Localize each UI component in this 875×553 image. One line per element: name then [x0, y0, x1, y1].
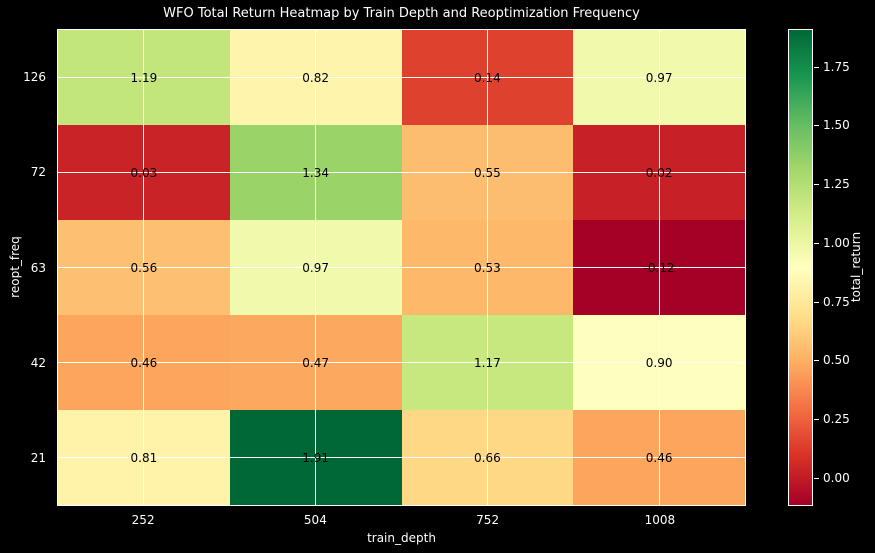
colorbar-tick-mark — [814, 66, 819, 68]
cell-value: 0.53 — [474, 260, 501, 275]
x-tick-label: 752 — [476, 513, 500, 527]
cell-value: 0.90 — [645, 355, 673, 370]
cell-value: 0.56 — [130, 260, 158, 275]
cell-value: 0.66 — [474, 450, 501, 465]
colorbar-gradient — [789, 30, 812, 505]
cell-value: 0.02 — [645, 165, 673, 180]
cell-value: 0.81 — [130, 450, 158, 465]
colorbar-tick-mark — [814, 419, 819, 421]
cell-value: 0.14 — [474, 70, 501, 85]
colorbar-tick-mark — [814, 477, 819, 479]
gridline-horizontal — [58, 457, 745, 458]
y-tick-label: 63 — [30, 260, 46, 275]
cell-value: 1.19 — [130, 70, 158, 85]
gridline-horizontal — [58, 267, 745, 268]
cell-value: 0.97 — [302, 260, 329, 275]
cell-value: 0.03 — [130, 165, 158, 180]
y-tick-label: 72 — [30, 165, 46, 180]
cell-value: 1.91 — [302, 450, 329, 465]
chart-title: WFO Total Return Heatmap by Train Depth … — [163, 6, 640, 21]
y-tick-label: 21 — [30, 451, 46, 466]
cell-value: 0.97 — [645, 70, 673, 85]
colorbar-tick-mark — [814, 242, 819, 244]
colorbar-tick-mark — [814, 184, 819, 186]
colorbar-label: total_return — [849, 231, 863, 303]
colorbar-tick-mark — [814, 125, 819, 127]
x-tick-label: 504 — [303, 513, 327, 527]
x-tick-label: 252 — [131, 513, 155, 527]
colorbar — [788, 29, 813, 506]
heatmap-grid: 1.19 0.82 0.14 0.97 0.03 1.34 0.55 0.02 0.56 0.97… — [57, 29, 746, 506]
cell-value: 0.46 — [645, 450, 673, 465]
colorbar-tick-label: 1.50 — [823, 118, 850, 133]
colorbar-tick-label: 0.25 — [823, 412, 850, 427]
cell-value: 1.34 — [302, 165, 329, 180]
gridline-horizontal — [58, 77, 745, 78]
cell-value: -0.12 — [643, 260, 675, 275]
colorbar-tick-label: 1.00 — [823, 235, 850, 250]
colorbar-tick-label: 0.75 — [823, 294, 850, 309]
colorbar-tick-label: 0.00 — [823, 470, 850, 485]
gridline-horizontal — [58, 362, 745, 363]
cell-value: 0.82 — [302, 70, 329, 85]
cell-value: 0.47 — [302, 355, 329, 370]
cell-value: 1.17 — [474, 355, 501, 370]
y-tick-label: 42 — [30, 355, 46, 370]
colorbar-tick-label: 0.50 — [823, 353, 850, 368]
y-tick-label: 126 — [23, 69, 46, 84]
colorbar-tick-label: 1.75 — [823, 59, 850, 74]
x-axis-label: train_depth — [367, 531, 436, 545]
colorbar-tick-mark — [814, 301, 819, 303]
cell-value: 0.46 — [130, 355, 158, 370]
x-tick-label: 1008 — [644, 513, 676, 527]
colorbar-tick-label: 1.25 — [823, 177, 850, 192]
colorbar-tick-mark — [814, 360, 819, 362]
cell-value: 0.55 — [474, 165, 501, 180]
gridline-horizontal — [58, 172, 745, 173]
